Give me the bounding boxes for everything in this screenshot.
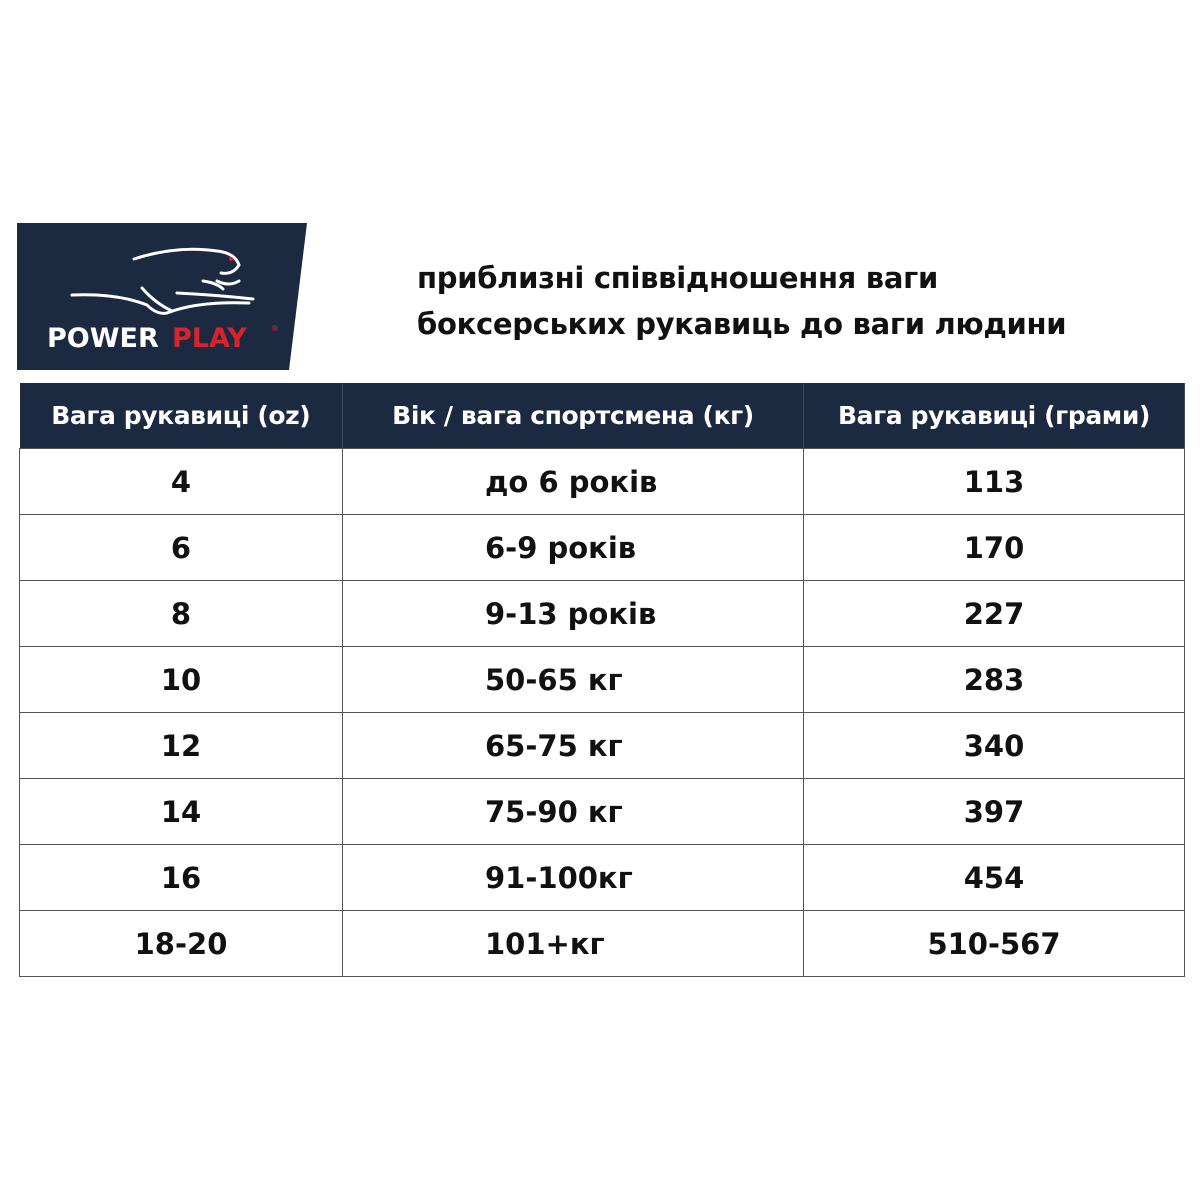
cell-oz: 8 bbox=[19, 580, 343, 647]
registered-mark: ® bbox=[271, 324, 279, 333]
cell-grams: 454 bbox=[803, 844, 1185, 911]
powerplay-logo: POWER PLAY ® bbox=[17, 223, 307, 370]
cell-age-weight: 75-90 кг bbox=[342, 778, 804, 845]
cell-grams: 510-567 bbox=[803, 910, 1185, 977]
panther-icon bbox=[70, 247, 255, 315]
cell-grams: 113 bbox=[803, 448, 1185, 515]
cell-grams: 397 bbox=[803, 778, 1185, 845]
cell-oz: 4 bbox=[19, 448, 343, 515]
cell-oz: 16 bbox=[19, 844, 343, 911]
table-row: 8 9-13 років 227 bbox=[19, 580, 1185, 647]
cell-oz: 6 bbox=[19, 514, 343, 581]
glove-size-table: Вага рукавиці (oz) Вік / вага спортсмена… bbox=[19, 383, 1185, 977]
table-row: 16 91-100кг 454 bbox=[19, 844, 1185, 911]
title-line-1: приблизні співвідношення ваги bbox=[417, 261, 938, 295]
cell-oz: 10 bbox=[19, 646, 343, 713]
cell-grams: 340 bbox=[803, 712, 1185, 779]
cell-age-weight: 50-65 кг bbox=[342, 646, 804, 713]
cell-age-weight: 101+кг bbox=[342, 910, 804, 977]
table-header-row: Вага рукавиці (oz) Вік / вага спортсмена… bbox=[19, 383, 1185, 449]
header-age-weight: Вік / вага спортсмена (кг) bbox=[342, 383, 804, 449]
cell-age-weight: 65-75 кг bbox=[342, 712, 804, 779]
cell-age-weight: 6-9 років bbox=[342, 514, 804, 581]
page-title: приблизні співвідношення ваги боксерськи… bbox=[417, 255, 1067, 347]
table-row: 10 50-65 кг 283 bbox=[19, 646, 1185, 713]
logo-text-play: PLAY bbox=[172, 323, 247, 354]
cell-age-weight: 9-13 років bbox=[342, 580, 804, 647]
cell-oz: 18-20 bbox=[19, 910, 343, 977]
cell-age-weight: 91-100кг bbox=[342, 844, 804, 911]
header-grams: Вага рукавиці (грами) bbox=[803, 383, 1185, 449]
table-row: 18-20 101+кг 510-567 bbox=[19, 910, 1185, 977]
cell-age-weight: до 6 років bbox=[342, 448, 804, 515]
logo-text-power: POWER bbox=[47, 323, 159, 354]
title-line-2: боксерських рукавиць до ваги людини bbox=[417, 307, 1067, 341]
cell-grams: 283 bbox=[803, 646, 1185, 713]
header-oz: Вага рукавиці (oz) bbox=[19, 383, 343, 449]
table-row: 12 65-75 кг 340 bbox=[19, 712, 1185, 779]
table-row: 6 6-9 років 170 bbox=[19, 514, 1185, 581]
cell-oz: 14 bbox=[19, 778, 343, 845]
cell-oz: 12 bbox=[19, 712, 343, 779]
cell-grams: 170 bbox=[803, 514, 1185, 581]
table-row: 14 75-90 кг 397 bbox=[19, 778, 1185, 845]
table-row: 4 до 6 років 113 bbox=[19, 448, 1185, 515]
cell-grams: 227 bbox=[803, 580, 1185, 647]
